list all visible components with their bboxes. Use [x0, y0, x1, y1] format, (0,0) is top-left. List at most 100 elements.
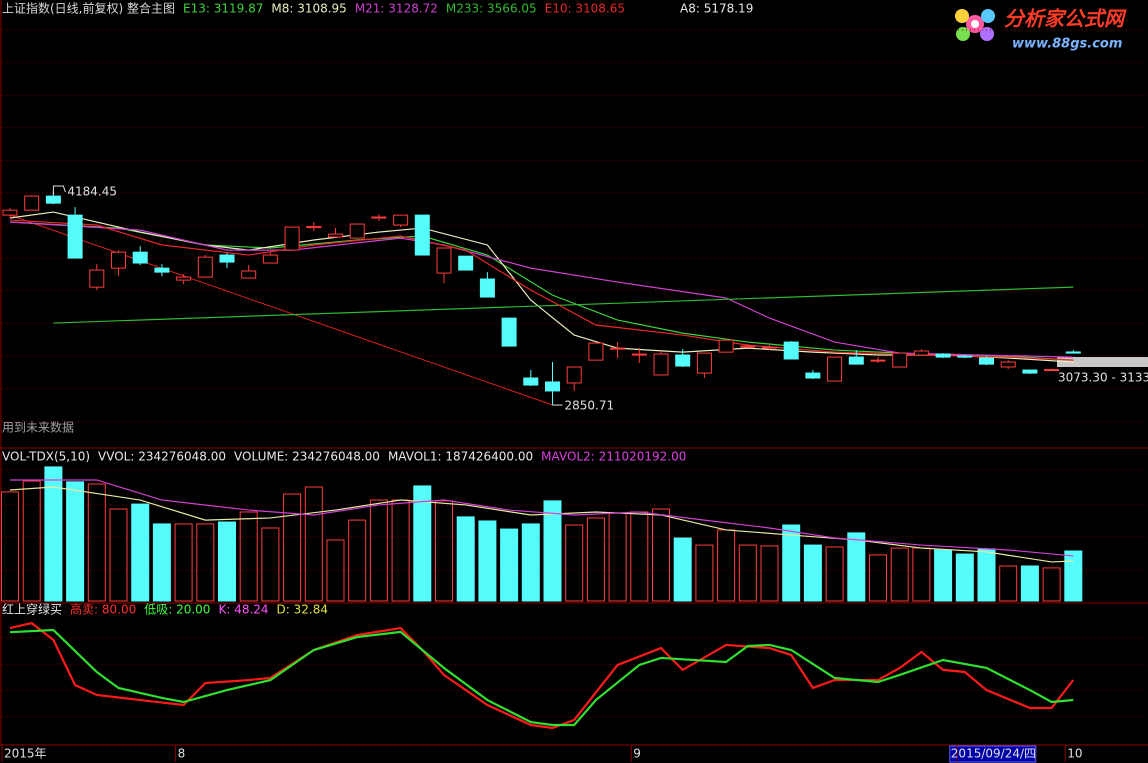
volume-bar	[1042, 567, 1061, 602]
candle-body	[653, 353, 669, 376]
legend-entry: 高卖: 80.00	[70, 602, 136, 617]
volume-bar	[218, 521, 236, 602]
note: 用到未来数据	[2, 420, 74, 435]
candle-body	[1044, 369, 1060, 372]
volume-bar	[239, 511, 258, 602]
candle-body	[545, 381, 560, 392]
candle-body	[349, 223, 365, 239]
annotation-leader	[52, 185, 66, 196]
volume-bar	[630, 511, 649, 602]
candle-body	[566, 366, 582, 384]
candle-body	[328, 233, 343, 238]
candle-body	[935, 353, 951, 358]
candle-body	[523, 377, 539, 386]
legend-entry: VOL-TDX(5,10)	[2, 450, 90, 464]
trendline	[9, 214, 553, 406]
volume-bar	[825, 546, 844, 602]
line-series	[9, 621, 1075, 730]
volume-bar	[304, 486, 323, 602]
volume-bar	[261, 527, 280, 602]
volume-bar	[912, 547, 931, 602]
volume-bar	[695, 544, 714, 602]
legend-entry: VOLUME: 234276048.00	[234, 450, 380, 464]
volume-bar	[478, 520, 497, 602]
volume-bar	[1064, 550, 1083, 602]
legend-entry: K: 48.24	[218, 603, 268, 617]
candle-body	[458, 255, 474, 271]
volume-bar	[87, 483, 106, 602]
volume-bar	[934, 549, 953, 602]
volume-bar	[803, 544, 822, 602]
volume-bar	[586, 517, 605, 602]
legend-entry: M233: 3566.05	[446, 2, 537, 16]
price-range-bar	[1057, 357, 1148, 367]
candle-body	[414, 214, 430, 256]
candle-body	[197, 256, 213, 278]
line-series	[9, 219, 1074, 361]
candle-body	[501, 317, 517, 347]
volume-bar	[369, 499, 388, 602]
volume-bar	[152, 523, 171, 602]
candle-body	[696, 352, 712, 374]
candle-body	[892, 352, 908, 368]
legend-entry: D: 32.84	[277, 603, 328, 617]
logo-url: www.88gs.com	[1012, 37, 1122, 52]
volume-bar	[131, 503, 150, 602]
line-series	[9, 221, 1074, 361]
volume-bar	[1, 491, 19, 602]
volume-bar	[890, 547, 909, 602]
logo-petal	[955, 9, 969, 23]
volume-bar	[196, 523, 215, 602]
volume-bar	[955, 553, 974, 602]
volume-bar	[1020, 565, 1039, 602]
logo-name: 分析家公式网	[1004, 7, 1127, 31]
volume-bar	[608, 512, 627, 602]
candle-body	[479, 278, 495, 298]
volume-bar	[565, 524, 584, 602]
volume-bar	[456, 516, 475, 602]
legend-entry: MAVOL1: 187426400.00	[388, 450, 533, 464]
candle-body	[718, 339, 734, 353]
candle-body	[67, 214, 83, 259]
candle-body	[740, 345, 756, 348]
candle-body	[176, 276, 192, 281]
legend-entry: M8: 3108.95	[271, 2, 346, 16]
candle-body	[588, 342, 604, 361]
candle-body	[89, 269, 105, 288]
legend-entry: M21: 3128.72	[355, 2, 438, 16]
candle-body	[45, 195, 61, 204]
candle-body	[805, 372, 821, 379]
volume-bar	[782, 524, 801, 602]
logo	[955, 9, 995, 41]
candle-body	[1000, 361, 1016, 368]
volume-bar	[869, 554, 887, 602]
candle-body	[371, 216, 387, 219]
candle-body	[111, 251, 126, 269]
line-series	[9, 211, 1074, 363]
legend-entry: E10: 3108.65	[545, 2, 625, 16]
volume-bar	[348, 519, 367, 602]
volume-bar	[326, 539, 345, 602]
x-tick-label: 2015/09/24/四	[951, 747, 1036, 761]
candle-body	[675, 354, 691, 367]
candle-body	[870, 359, 886, 362]
volume-bar	[847, 532, 866, 602]
candle-body	[783, 341, 799, 360]
candle-body	[241, 270, 257, 279]
candle-body	[957, 355, 973, 358]
volume-bar	[652, 508, 670, 602]
candle-body	[2, 209, 18, 216]
volume-bar	[44, 466, 63, 602]
volume-bar	[22, 480, 41, 602]
volume-bar	[66, 481, 85, 602]
legend-entry: MAVOL2: 211020192.00	[541, 450, 686, 464]
volume-bar	[521, 523, 540, 602]
line-series	[53, 286, 1074, 324]
candle-body	[848, 356, 864, 365]
candle-body	[154, 267, 170, 273]
candle-body	[24, 195, 40, 211]
x-tick-label: 8	[178, 747, 186, 761]
volume-bar	[999, 565, 1018, 602]
x-tick-label: 10	[1067, 747, 1082, 761]
